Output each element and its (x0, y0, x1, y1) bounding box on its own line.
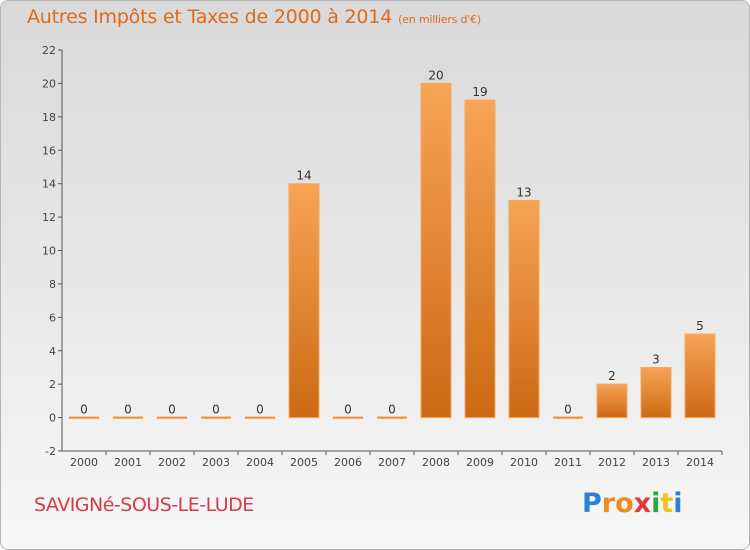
data-label: 14 (296, 169, 311, 183)
x-tick-label: 2010 (510, 456, 538, 469)
bar (508, 199, 540, 419)
x-tick-label: 2005 (290, 456, 318, 469)
y-tick-label: 10 (42, 245, 56, 258)
bar (288, 183, 320, 419)
y-tick-label: 6 (49, 311, 56, 324)
y-tick-label: 22 (42, 44, 56, 57)
bar (420, 82, 452, 419)
x-tick-label: 2012 (598, 456, 626, 469)
y-tick-label: 18 (42, 111, 56, 124)
logo-letter: i (651, 488, 661, 519)
logo-letter: o (615, 488, 634, 519)
y-tick-label: 8 (49, 278, 56, 291)
chart-title: Autres Impôts et Taxes de 2000 à 2014 (en… (27, 6, 481, 28)
data-label: 0 (124, 403, 132, 417)
y-tick-label: 16 (42, 144, 56, 157)
data-label: 0 (212, 403, 220, 417)
bar (596, 383, 628, 419)
x-tick-label: 2002 (158, 456, 186, 469)
x-tick-label: 2000 (70, 456, 98, 469)
data-label: 0 (168, 403, 176, 417)
data-label: 2 (608, 369, 616, 383)
data-label: 3 (652, 352, 660, 366)
x-tick-label: 2004 (246, 456, 274, 469)
y-tick-label: 0 (49, 412, 56, 425)
logo-letter: P (582, 488, 602, 519)
data-label: 19 (472, 85, 487, 99)
commune-name: SAVIGNé-SOUS-LE-LUDE (34, 494, 254, 516)
data-label: 20 (428, 68, 443, 82)
data-label: 5 (696, 319, 704, 333)
logo-letter: x (633, 488, 652, 519)
proxiti-logo: Proxiti (582, 488, 683, 519)
data-label: 0 (388, 403, 396, 417)
bar (464, 99, 496, 419)
y-tick-label: 20 (42, 77, 56, 90)
x-tick-label: 2014 (686, 456, 714, 469)
y-tick-label: 12 (42, 211, 56, 224)
y-tick-label: -2 (45, 445, 56, 458)
logo-letter: r (601, 488, 616, 519)
y-tick-label: 14 (42, 178, 56, 191)
data-label: 13 (516, 185, 531, 199)
data-label: 0 (344, 403, 352, 417)
bar (640, 366, 672, 419)
logo-letter: t (660, 488, 674, 519)
x-tick-label: 2006 (334, 456, 362, 469)
bar (684, 333, 716, 419)
data-label: 0 (564, 403, 572, 417)
logo-letter: i (673, 488, 683, 519)
x-tick-label: 2013 (642, 456, 670, 469)
x-tick-label: 2003 (202, 456, 230, 469)
chart-unit: (en milliers d'€) (398, 13, 481, 26)
x-tick-label: 2001 (114, 456, 142, 469)
x-tick-label: 2007 (378, 456, 406, 469)
data-label: 0 (80, 403, 88, 417)
y-tick-label: 2 (49, 378, 56, 391)
chart-title-text: Autres Impôts et Taxes de 2000 à 2014 (27, 6, 393, 28)
x-tick-label: 2011 (554, 456, 582, 469)
x-tick-label: 2008 (422, 456, 450, 469)
data-label: 0 (256, 403, 264, 417)
y-tick-label: 4 (49, 345, 56, 358)
x-tick-label: 2009 (466, 456, 494, 469)
